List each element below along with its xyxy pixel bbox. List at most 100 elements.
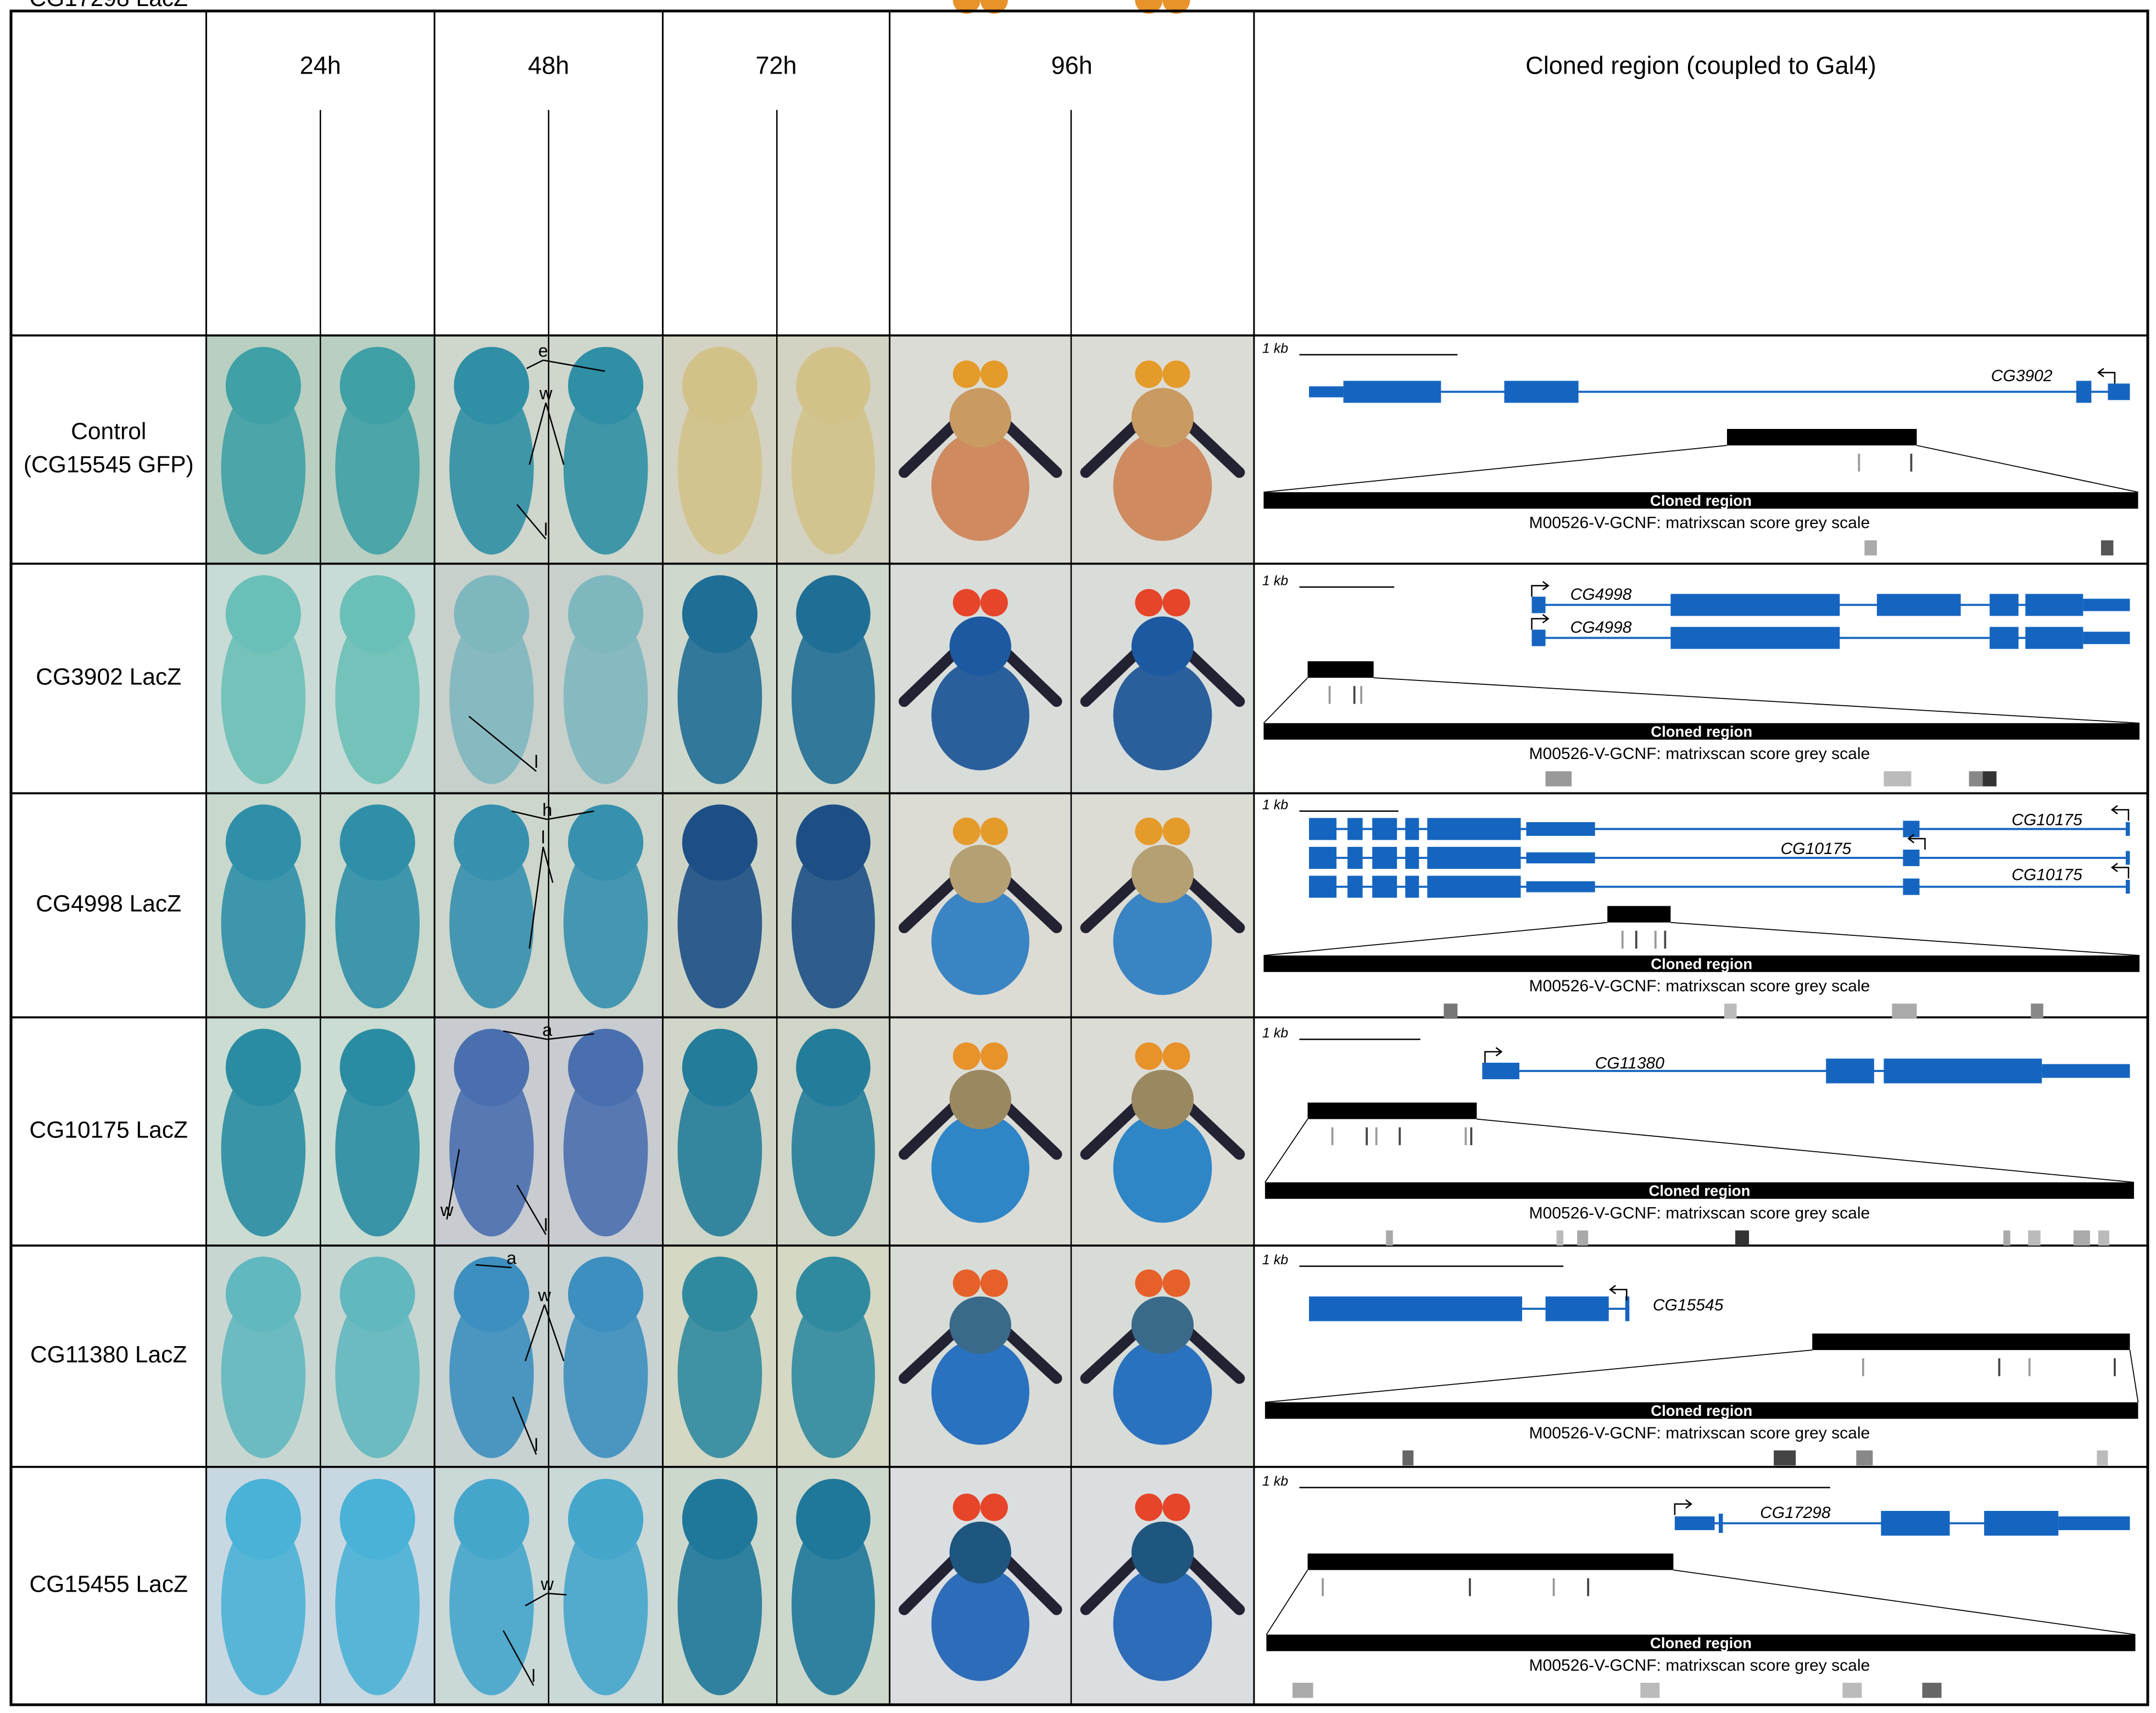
annotation-line bbox=[544, 1304, 565, 1362]
motif-block bbox=[2097, 1450, 2108, 1466]
annotation-line bbox=[542, 846, 554, 883]
pupa-head bbox=[682, 347, 757, 425]
scale-label: 1 kb bbox=[1262, 1474, 1288, 1489]
motif-block bbox=[1402, 1450, 1414, 1466]
motif-block bbox=[1444, 1003, 1458, 1019]
cloned-bar bbox=[1264, 1182, 2134, 1199]
cloned-bar-small bbox=[1812, 1333, 2130, 1351]
motif-block bbox=[1922, 1682, 1942, 1698]
row-label: CG15455 LacZ bbox=[29, 1571, 188, 1598]
pupa-body bbox=[791, 1290, 875, 1458]
motif-label: M00526-V-GCNF: matrixscan score grey sca… bbox=[1529, 514, 1870, 532]
annotation-line bbox=[525, 1593, 548, 1606]
pupa-head bbox=[225, 1257, 301, 1332]
zoom-line bbox=[1673, 1569, 2136, 1636]
pupa-head bbox=[339, 575, 415, 654]
pupa-body bbox=[335, 838, 420, 1009]
exon bbox=[2125, 880, 2130, 894]
annotation-letter: l bbox=[544, 1215, 548, 1235]
pupa-body bbox=[221, 1290, 306, 1458]
motif-block bbox=[1640, 1682, 1660, 1698]
fly-thorax bbox=[1131, 1296, 1194, 1354]
exon bbox=[1903, 821, 1920, 838]
exon bbox=[1372, 846, 1397, 869]
pupa-head bbox=[454, 1029, 530, 1107]
annotation-line bbox=[547, 1033, 594, 1040]
exon bbox=[1903, 878, 1920, 895]
pupa-body bbox=[677, 1514, 762, 1695]
exon bbox=[1309, 875, 1337, 898]
annotation-letter: l bbox=[541, 828, 545, 847]
motif-block bbox=[1292, 1682, 1313, 1698]
tss-arrow bbox=[2097, 367, 2116, 384]
pupa-body bbox=[221, 1063, 306, 1237]
motif-label: M00526-V-GCNF: matrixscan score grey sca… bbox=[1529, 1424, 1870, 1442]
pupa-body bbox=[449, 1063, 534, 1237]
motif-block bbox=[1982, 771, 1997, 786]
column-header: 96h bbox=[1051, 52, 1093, 80]
pupa-head bbox=[796, 575, 871, 654]
pupa-head bbox=[454, 804, 530, 881]
cloned-bar bbox=[1266, 1634, 2136, 1651]
row-label: CG17298 LacZ bbox=[29, 0, 188, 12]
exon bbox=[1405, 875, 1419, 898]
gene-label: CG10175 bbox=[1781, 840, 1852, 858]
pupa-head bbox=[339, 1257, 415, 1332]
pupa-body bbox=[335, 1514, 420, 1695]
fly-thorax bbox=[1131, 388, 1194, 448]
gene-label: CG10175 bbox=[2012, 866, 2082, 884]
exon bbox=[2076, 381, 2092, 403]
motif-block bbox=[1884, 771, 1912, 786]
fly-eye bbox=[980, 589, 1008, 617]
fly-eye bbox=[1135, 1269, 1163, 1297]
annotation-line bbox=[547, 810, 594, 821]
exon bbox=[1343, 381, 1441, 403]
pupa-head bbox=[796, 804, 871, 881]
fly-eye bbox=[1162, 360, 1190, 388]
tss-arrow bbox=[1531, 613, 1550, 630]
pupa-head bbox=[568, 1257, 644, 1332]
fly-eye bbox=[980, 1493, 1008, 1521]
fly-eye bbox=[980, 1042, 1008, 1070]
exon bbox=[1372, 818, 1397, 840]
cloned-bar-small bbox=[1307, 1102, 1477, 1119]
motif-block bbox=[2073, 1230, 2090, 1246]
pupa-head bbox=[682, 575, 757, 654]
annotation-letter: a bbox=[506, 1248, 517, 1268]
exon bbox=[1347, 818, 1363, 840]
zoom-line bbox=[1263, 922, 1608, 956]
motif-label: M00526-V-GCNF: matrixscan score grey sca… bbox=[1529, 1656, 1870, 1675]
annotation-letter: e bbox=[538, 341, 548, 360]
pupa-body bbox=[791, 838, 875, 1009]
cloned-bar bbox=[1264, 1402, 2138, 1419]
exon bbox=[1526, 881, 1595, 892]
exon bbox=[1884, 1058, 2042, 1084]
exon bbox=[1405, 846, 1419, 869]
fly-abdomen bbox=[931, 660, 1029, 771]
motif-label: M00526-V-GCNF: matrixscan score grey sca… bbox=[1529, 745, 1870, 763]
table-grid bbox=[9, 9, 2149, 1706]
exon bbox=[1903, 849, 1920, 867]
exon bbox=[1526, 822, 1595, 836]
exon bbox=[1504, 381, 1579, 403]
annotation-letter: l bbox=[532, 1666, 536, 1686]
exon bbox=[2083, 599, 2130, 611]
fly-eye bbox=[1135, 1493, 1163, 1521]
gene-label: CG10175 bbox=[2012, 811, 2082, 829]
exon bbox=[1427, 875, 1521, 898]
annotation-line bbox=[446, 1149, 460, 1220]
zoom-line bbox=[1264, 1349, 1813, 1403]
motif-block bbox=[1969, 771, 1983, 786]
pupa-head bbox=[339, 1029, 415, 1107]
fly-thorax bbox=[1131, 845, 1194, 903]
zoom-line bbox=[1373, 677, 2140, 724]
annotation-line bbox=[547, 1592, 567, 1595]
row-label: CG4998 LacZ bbox=[36, 891, 181, 917]
exon bbox=[1482, 1062, 1520, 1080]
pupa-head bbox=[568, 1029, 644, 1107]
annotation-line bbox=[516, 1185, 547, 1235]
motif-block bbox=[1556, 1230, 1564, 1246]
exon bbox=[1427, 818, 1521, 840]
exon bbox=[2042, 1064, 2130, 1078]
